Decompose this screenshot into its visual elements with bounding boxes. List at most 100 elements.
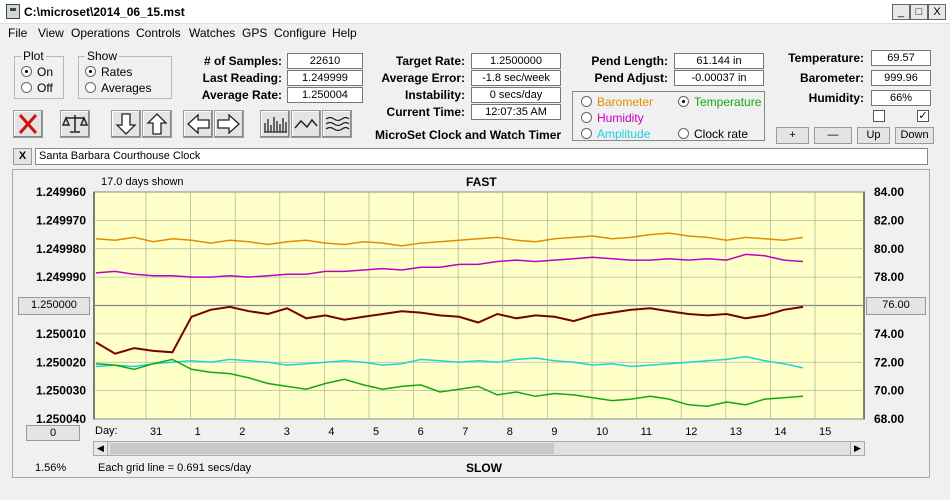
- clear-button[interactable]: [13, 110, 43, 138]
- minimize-button[interactable]: _: [892, 4, 910, 20]
- day-tick-label: 2: [239, 426, 245, 438]
- title-bar: C:\microset\2014_06_15.mst _ □ X: [0, 0, 950, 24]
- balance-button[interactable]: [60, 110, 90, 138]
- scroll-right-icon[interactable]: ▶: [850, 442, 864, 455]
- menu-watches[interactable]: Watches: [189, 26, 236, 40]
- right-tick-label: 70.00: [874, 384, 904, 398]
- close-button[interactable]: X: [928, 4, 946, 20]
- histogram-button[interactable]: [260, 110, 290, 138]
- humidity-series-line: [95, 253, 804, 278]
- chart-panel: [12, 169, 930, 478]
- radio-dot: [21, 66, 32, 77]
- rate-center-box[interactable]: 1.250000: [18, 297, 90, 315]
- samples-label: # of Samples:: [203, 54, 282, 68]
- target-rate-field[interactable]: 1.2500000: [471, 53, 561, 69]
- close-clock-button[interactable]: X: [13, 148, 32, 165]
- menu-operations[interactable]: Operations: [71, 26, 130, 40]
- pend-adjust-field[interactable]: -0.00037 in: [674, 70, 764, 86]
- clock-rate-radio[interactable]: Clock rate: [678, 127, 748, 141]
- slow-label: SLOW: [466, 461, 502, 475]
- percent-label: 1.56%: [35, 462, 67, 474]
- line-graph-icon: [294, 118, 318, 129]
- down-arrow-button[interactable]: [111, 110, 141, 138]
- current-time-field: 12:07:35 AM: [471, 104, 561, 120]
- left-tick-label: 1.250010: [36, 327, 86, 341]
- right-tick-label: 72.00: [874, 355, 904, 369]
- day-tick-label: 6: [418, 426, 424, 438]
- day-tick-label: 3: [284, 426, 290, 438]
- barometer-series-line: [95, 232, 804, 247]
- temperature-label: Temperature:: [788, 51, 864, 65]
- pend-length-label: Pend Length:: [591, 54, 668, 68]
- histogram-icon: [264, 117, 287, 133]
- smooth-graph-button[interactable]: [322, 110, 352, 138]
- up-arrow-icon: [146, 113, 168, 135]
- pend-length-field[interactable]: 61.144 in: [674, 53, 764, 69]
- show-averages-label: Averages: [101, 81, 152, 95]
- window-title: C:\microset\2014_06_15.mst: [24, 5, 185, 19]
- left-arrow-button[interactable]: [183, 110, 213, 138]
- wave-lines-icon: [325, 116, 350, 132]
- average-rate-field: 1.250004: [287, 87, 363, 103]
- day-tick-label: 7: [462, 426, 468, 438]
- menu-configure[interactable]: Configure: [274, 26, 327, 40]
- last-reading-field: 1.249999: [287, 70, 363, 86]
- day-tick-label: 12: [685, 426, 697, 438]
- checkbox-left[interactable]: [873, 110, 885, 122]
- amplitude-radio[interactable]: Amplitude: [581, 127, 650, 141]
- line-graph-button[interactable]: [291, 110, 321, 138]
- temperature-radio[interactable]: Temperature: [678, 95, 761, 109]
- radio-dot: [581, 128, 592, 139]
- horizontal-scrollbar[interactable]: ◀ ▶: [93, 441, 865, 456]
- plot-on-radio[interactable]: On: [21, 65, 53, 79]
- last-reading-label: Last Reading:: [202, 71, 282, 85]
- red-x-icon: [18, 114, 38, 134]
- clock_rate-series-line: [95, 305, 804, 355]
- average-error-label: Average Error:: [381, 71, 465, 85]
- menu-bar: File View Operations Controls Watches GP…: [0, 24, 950, 44]
- minus-button[interactable]: —: [814, 127, 852, 144]
- app-icon: [6, 4, 20, 19]
- temperature-series-line: [95, 358, 804, 407]
- checkbox-right-checked[interactable]: ✓: [917, 110, 929, 122]
- left-tick-label: 1.250040: [36, 412, 86, 426]
- clock-name-input[interactable]: Santa Barbara Courthouse Clock: [35, 148, 928, 165]
- barometer-label: Barometer:: [799, 71, 864, 85]
- humidity-radio-label: Humidity: [597, 111, 644, 125]
- day-tick-label: 10: [596, 426, 608, 438]
- right-center-box[interactable]: 76.00: [866, 297, 926, 315]
- up-button[interactable]: Up: [857, 127, 890, 144]
- menu-view[interactable]: View: [38, 26, 64, 40]
- down-arrow-icon: [115, 113, 137, 135]
- left-tick-label: 1.250020: [36, 355, 86, 369]
- day-tick-label: 5: [373, 426, 379, 438]
- offset-box[interactable]: 0: [26, 425, 80, 441]
- menu-controls[interactable]: Controls: [136, 26, 181, 40]
- barometer-radio-label: Barometer: [597, 95, 654, 109]
- show-rates-radio[interactable]: Rates: [85, 65, 132, 79]
- left-arrow-icon: [187, 113, 210, 135]
- menu-gps[interactable]: GPS: [242, 26, 268, 40]
- day-tick-label: 8: [507, 426, 513, 438]
- plot-off-radio[interactable]: Off: [21, 81, 53, 95]
- plus-button[interactable]: +: [776, 127, 809, 144]
- humidity-radio[interactable]: Humidity: [581, 111, 644, 125]
- barometer-field: 999.96: [871, 70, 931, 86]
- up-arrow-button[interactable]: [142, 110, 172, 138]
- right-arrow-button[interactable]: [214, 110, 244, 138]
- menu-file[interactable]: File: [8, 26, 28, 40]
- show-averages-radio[interactable]: Averages: [85, 81, 151, 95]
- day-axis-label: Day:: [95, 425, 118, 437]
- scroll-thumb[interactable]: [110, 443, 554, 454]
- show-group: Show Rates Averages: [78, 49, 172, 99]
- right-tick-label: 74.00: [874, 327, 904, 341]
- barometer-radio[interactable]: Barometer: [581, 95, 653, 109]
- instability-field: 0 secs/day: [471, 87, 561, 103]
- scroll-left-icon[interactable]: ◀: [94, 442, 108, 455]
- maximize-button[interactable]: □: [910, 4, 928, 20]
- humidity-field: 66%: [871, 90, 931, 106]
- down-button[interactable]: Down: [895, 127, 934, 144]
- menu-help[interactable]: Help: [332, 26, 357, 40]
- grid-note: Each grid line = 0.691 secs/day: [98, 462, 252, 474]
